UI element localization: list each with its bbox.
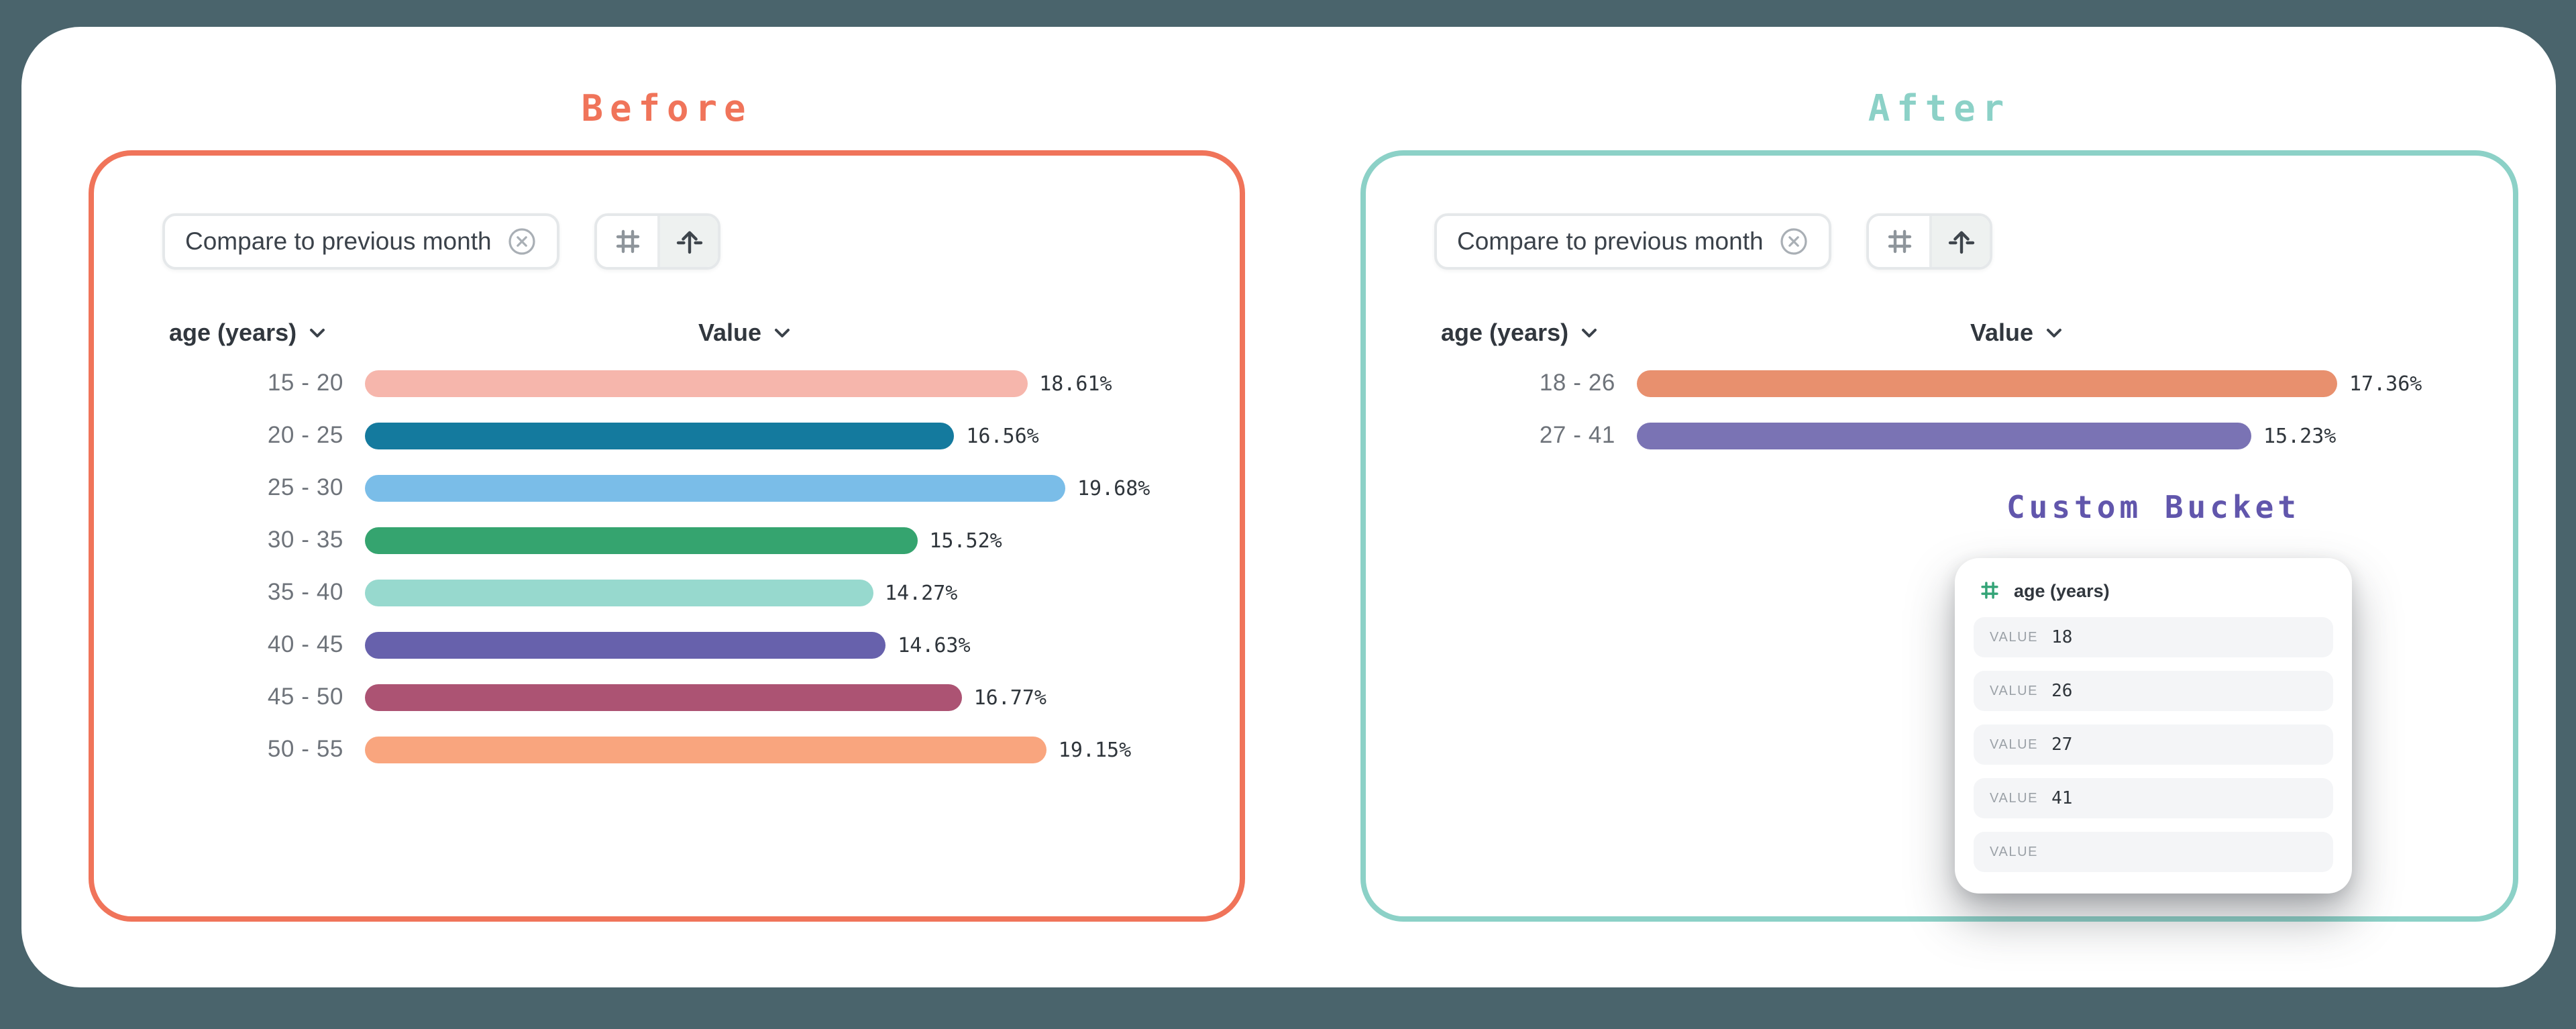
chevron-down-icon	[309, 327, 326, 339]
chart-bar[interactable]	[365, 422, 955, 449]
filter-chip-label: Compare to previous month	[185, 227, 492, 255]
chart-bar[interactable]	[365, 474, 1065, 501]
circle-x-icon[interactable]	[1780, 227, 1809, 256]
chart-bar[interactable]	[365, 370, 1028, 396]
bucket-value-label: VALUE	[1990, 845, 2039, 859]
chart-view-button[interactable]	[657, 216, 718, 267]
bucket-value-label: VALUE	[1990, 684, 2039, 698]
chart-category-label: 40 - 45	[267, 631, 343, 657]
chart-category-label: 27 - 41	[1539, 421, 1615, 448]
chart-row: 25 - 30 19.68%	[99, 462, 1234, 514]
bucket-value-text: 27	[2051, 735, 2073, 755]
chart-bar[interactable]	[365, 736, 1046, 763]
filter-chip[interactable]: Compare to previous month	[1434, 213, 1832, 270]
bucket-value-label: VALUE	[1990, 791, 2039, 806]
chart-value-label: 19.15%	[1058, 737, 1132, 761]
chart-category-label: 20 - 25	[267, 421, 343, 448]
chart-row: 18 - 26 17.36%	[1371, 357, 2508, 409]
chart-row: 50 - 55 19.15%	[99, 723, 1234, 775]
chart-row: 27 - 41 15.23%	[1371, 409, 2508, 462]
after-bar-chart: 18 - 26 17.36% 27 - 41 15.23%	[1371, 357, 2508, 462]
bucket-field-header: age (years)	[1974, 580, 2333, 601]
chevron-down-icon	[1580, 327, 1598, 339]
chart-row: 20 - 25 16.56%	[99, 409, 1234, 462]
chart-category-label: 45 - 50	[267, 683, 343, 710]
metric-column-header[interactable]: Value	[1970, 319, 2063, 347]
bucket-rows: VALUE 18 VALUE 26 VALUE 27 VALUE 41 VALUE	[1974, 617, 2333, 872]
dimension-column-header[interactable]: age (years)	[169, 319, 326, 347]
chart-category-label: 50 - 55	[267, 735, 343, 762]
chart-bar[interactable]	[365, 631, 886, 658]
after-panel: Compare to previous month	[1360, 150, 2518, 922]
bucket-value-label: VALUE	[1990, 737, 2039, 752]
bucket-value-field[interactable]: VALUE 27	[1974, 724, 2333, 765]
custom-bucket-popup: age (years) VALUE 18 VALUE 26 VALUE 27 VALUE 41…	[1955, 558, 2352, 893]
bar-chart-axis-icon	[1947, 227, 1976, 256]
chart-value-label: 18.61%	[1039, 371, 1112, 395]
view-toggle	[1866, 213, 1993, 270]
bucket-value-label: VALUE	[1990, 630, 2039, 645]
chart-value-label: 15.52%	[929, 528, 1002, 552]
chevron-down-icon	[2045, 327, 2063, 339]
hash-icon	[1979, 580, 2000, 601]
chart-value-label: 15.23%	[2263, 423, 2337, 447]
chart-row: 35 - 40 14.27%	[99, 566, 1234, 618]
chart-value-label: 14.27%	[885, 580, 958, 604]
bucket-value-field[interactable]: VALUE 26	[1974, 671, 2333, 711]
chevron-down-icon	[773, 327, 791, 339]
chart-bar[interactable]	[1637, 422, 2251, 449]
dimension-column-label: age (years)	[1441, 319, 1569, 346]
filter-chip-label: Compare to previous month	[1457, 227, 1764, 255]
bucket-value-text: 18	[2051, 627, 2073, 647]
before-controls: Compare to previous month	[162, 213, 721, 270]
metric-column-label: Value	[1970, 319, 2034, 346]
bucket-value-field[interactable]: VALUE 18	[1974, 617, 2333, 657]
table-grid-icon	[613, 227, 643, 256]
after-title: After	[1868, 89, 2011, 130]
chart-row: 15 - 20 18.61%	[99, 357, 1234, 409]
chart-value-label: 19.68%	[1077, 476, 1150, 500]
comparison-card: Before After Compare to previous month	[21, 27, 2556, 987]
chart-category-label: 35 - 40	[267, 578, 343, 605]
bucket-value-field[interactable]: VALUE 41	[1974, 778, 2333, 818]
chart-value-label: 16.56%	[966, 423, 1039, 447]
filter-chip[interactable]: Compare to previous month	[162, 213, 560, 270]
chart-category-label: 25 - 30	[267, 474, 343, 500]
table-grid-icon	[1885, 227, 1915, 256]
metric-column-label: Value	[698, 319, 762, 346]
table-view-button[interactable]	[597, 216, 658, 267]
chart-bar[interactable]	[365, 527, 918, 553]
bucket-value-field[interactable]: VALUE	[1974, 832, 2333, 872]
chart-bar[interactable]	[365, 579, 873, 606]
chart-category-label: 30 - 35	[267, 526, 343, 553]
after-controls: Compare to previous month	[1434, 213, 1993, 270]
bucket-value-text: 41	[2051, 788, 2073, 808]
chart-bar[interactable]	[1637, 370, 2337, 396]
chart-row: 45 - 50 16.77%	[99, 671, 1234, 723]
chart-value-label: 16.77%	[973, 685, 1046, 709]
dimension-column-header[interactable]: age (years)	[1441, 319, 1598, 347]
before-panel: Compare to previous month	[89, 150, 1245, 922]
chart-value-label: 17.36%	[2349, 371, 2422, 395]
chart-view-button[interactable]	[1929, 216, 1990, 267]
bucket-field-label: age (years)	[2014, 580, 2110, 600]
view-toggle	[594, 213, 721, 270]
custom-bucket-title: Custom Bucket	[2006, 491, 2300, 526]
chart-category-label: 18 - 26	[1539, 369, 1615, 396]
bar-chart-axis-icon	[675, 227, 704, 256]
chart-row: 30 - 35 15.52%	[99, 514, 1234, 566]
bucket-value-text: 26	[2051, 681, 2073, 701]
circle-x-icon[interactable]	[508, 227, 537, 256]
dimension-column-label: age (years)	[169, 319, 297, 346]
before-bar-chart: 15 - 20 18.61% 20 - 25 16.56% 25 - 30 19.68% 3…	[99, 357, 1234, 775]
chart-row: 40 - 45 14.63%	[99, 618, 1234, 671]
chart-bar[interactable]	[365, 684, 962, 710]
chart-value-label: 14.63%	[898, 633, 971, 657]
table-view-button[interactable]	[1869, 216, 1930, 267]
before-title: Before	[581, 89, 753, 130]
metric-column-header[interactable]: Value	[698, 319, 791, 347]
chart-category-label: 15 - 20	[267, 369, 343, 396]
